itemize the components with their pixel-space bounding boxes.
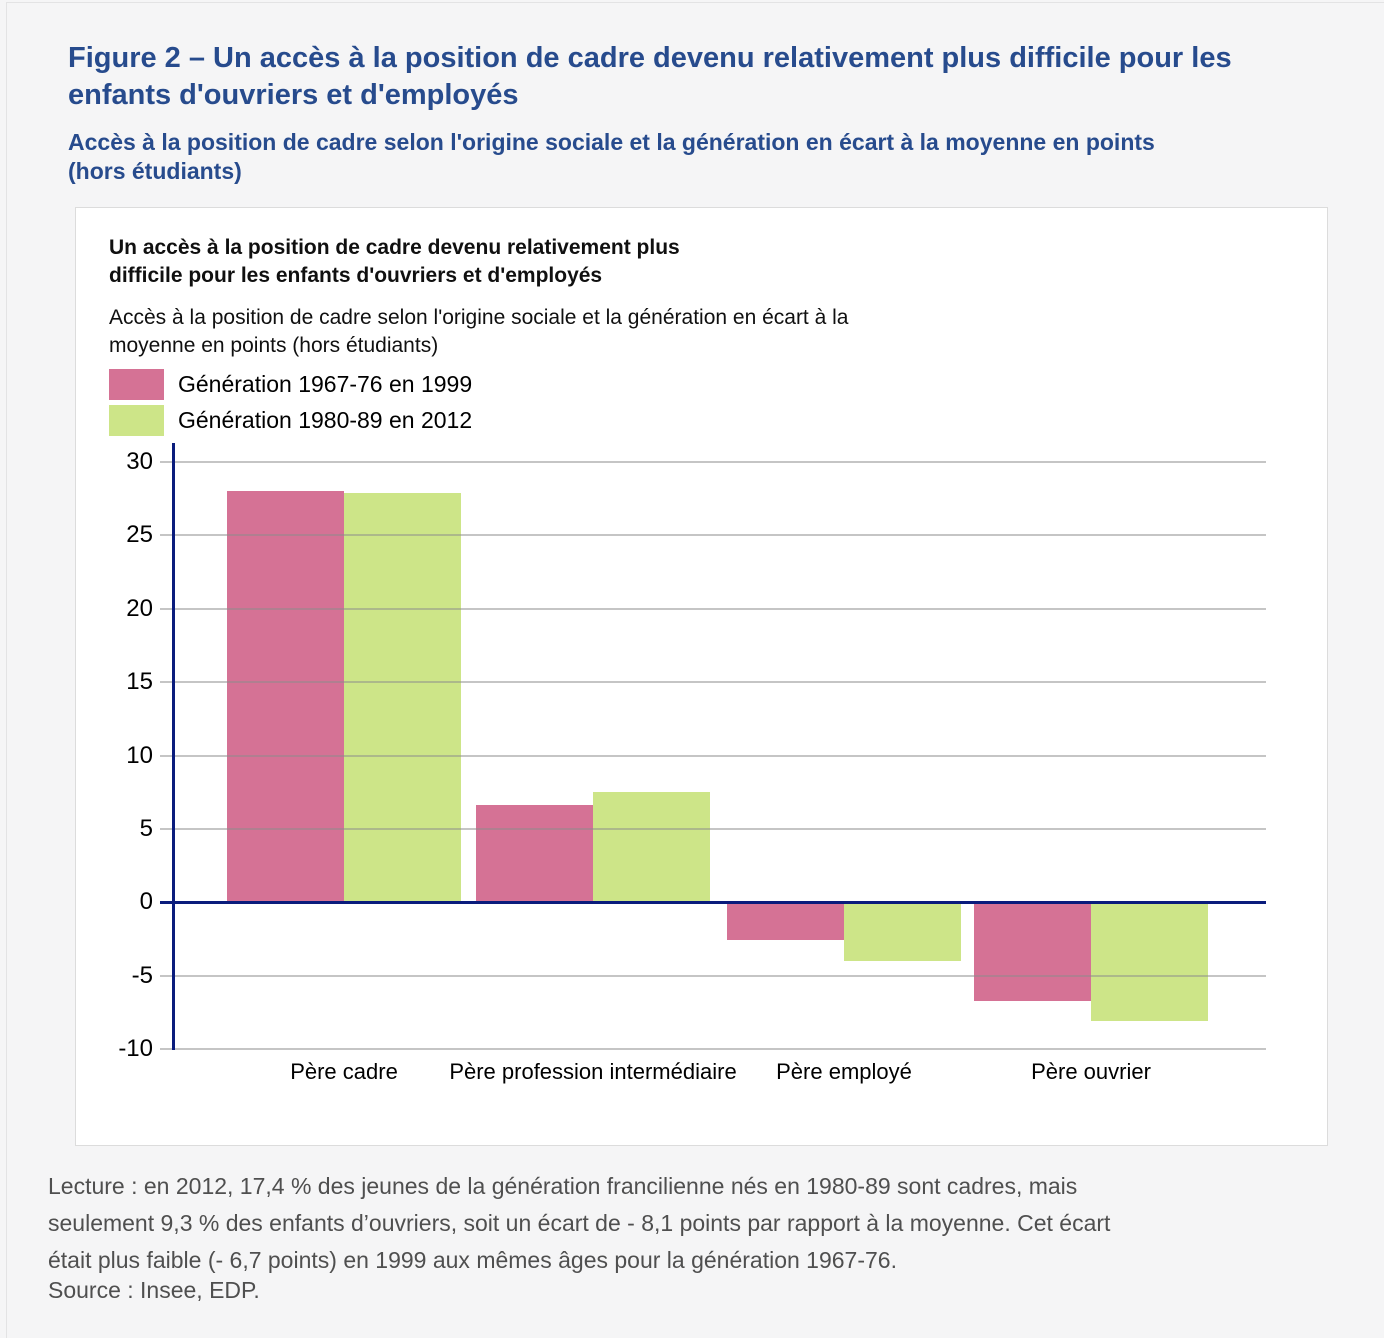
x-axis-label-pere-profession-intermediaire: Père profession intermédiaire <box>449 1059 737 1084</box>
gridline-y-25 <box>160 534 1266 537</box>
bar-1967-76-pere-ouvrier[interactable] <box>974 902 1091 1001</box>
bar-1980-89-pere-profession-intermediaire[interactable] <box>593 792 710 903</box>
gridline-y--10 <box>160 1048 1266 1050</box>
y-axis-label-10: 10 <box>126 741 153 769</box>
x-axis-label-pere-employe: Père employé <box>776 1059 912 1084</box>
chart-subtitle: Accès à la position de cadre selon l'ori… <box>109 306 849 357</box>
bar-1967-76-pere-employe[interactable] <box>727 902 844 941</box>
y-axis-label-5: 5 <box>139 814 153 842</box>
bar-1967-76-pere-cadre[interactable] <box>227 491 344 903</box>
y-axis-label-15: 15 <box>126 668 153 696</box>
legend-swatch-gen-1999 <box>109 368 164 400</box>
gridline-y-20 <box>160 607 1266 610</box>
y-axis-label-0: 0 <box>139 888 153 916</box>
figure-header: Figure 2 – Un accès à la position de cad… <box>68 40 1358 186</box>
zero-axis-line <box>160 901 1266 905</box>
legend-swatch-gen-2012 <box>109 404 164 436</box>
gridline-y-30 <box>160 461 1266 463</box>
bar-1980-89-pere-cadre[interactable] <box>344 492 461 903</box>
y-axis-label--5: -5 <box>131 961 153 989</box>
x-axis-label-pere-cadre: Père cadre <box>290 1059 398 1084</box>
y-axis-line <box>172 443 175 1050</box>
note-lecture: Lecture : en 2012, 17,4 % des jeunes de … <box>48 1173 1111 1273</box>
note-source: Source : Insee, EDP. <box>48 1277 260 1303</box>
gridline-y-15 <box>160 681 1266 684</box>
bar-1980-89-pere-employe[interactable] <box>844 902 961 961</box>
figure-title: Figure 2 – Un accès à la position de cad… <box>68 42 1232 111</box>
legend-label-gen-2012: Génération 1980-89 en 2012 <box>178 406 473 433</box>
legend-item-gen-1999[interactable]: Génération 1967-76 en 1999 <box>109 366 472 402</box>
bar-1980-89-pere-ouvrier[interactable] <box>1091 902 1208 1022</box>
legend-label-gen-1999: Génération 1967-76 en 1999 <box>178 370 473 397</box>
page-top-border <box>6 2 1384 3</box>
bar-1967-76-pere-profession-intermediaire[interactable] <box>476 805 593 903</box>
page-left-border <box>6 2 7 1338</box>
gridline-y--5 <box>160 974 1266 977</box>
gridline-y-5 <box>160 827 1266 830</box>
y-axis-label-25: 25 <box>126 521 153 549</box>
y-axis-label-20: 20 <box>126 594 153 622</box>
legend-item-gen-2012[interactable]: Génération 1980-89 en 2012 <box>109 402 472 438</box>
y-axis-label--10: -10 <box>118 1035 153 1062</box>
chart-title: Un accès à la position de cadre devenu r… <box>109 236 680 287</box>
gridline-y-10 <box>160 754 1266 757</box>
x-axis-label-pere-ouvrier: Père ouvrier <box>1031 1059 1151 1084</box>
bar-chart-plot-area: 30 25 20 15 10 5 0 -5 -10 Père cadre Père professi… <box>76 443 1329 1147</box>
chart-legend: Génération 1967-76 en 1999 Génération 19… <box>109 366 472 438</box>
y-axis-label-30: 30 <box>126 448 153 475</box>
figure-subtitle: Accès à la position de cadre selon l'ori… <box>68 129 1155 184</box>
chart-card: Un accès à la position de cadre devenu r… <box>75 207 1328 1146</box>
